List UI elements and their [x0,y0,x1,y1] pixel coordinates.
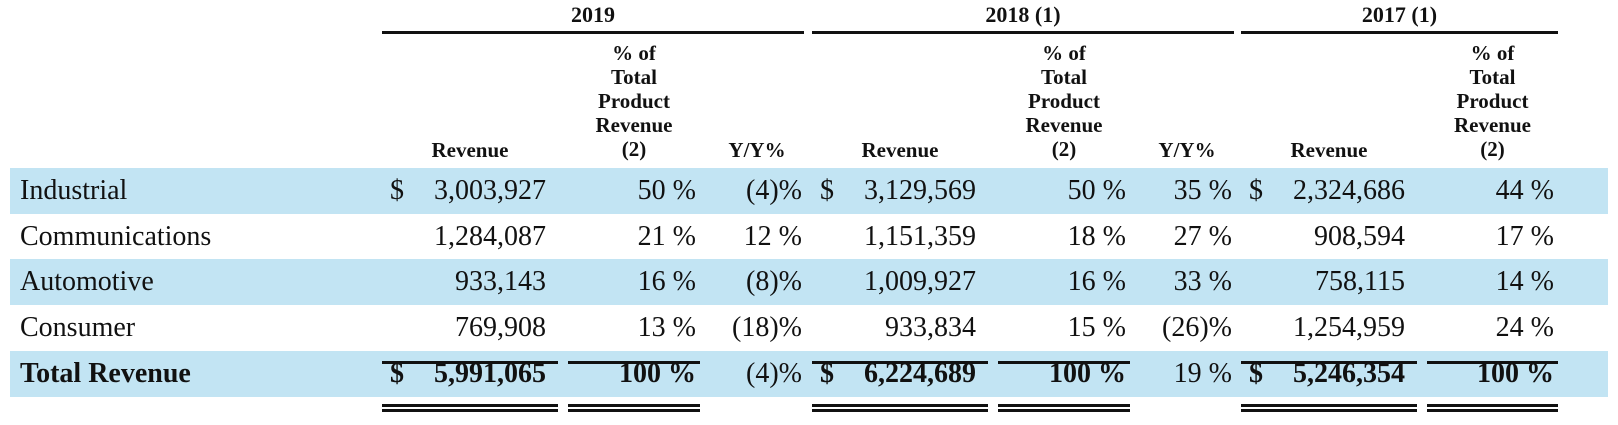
revenue-value-2018: 1,151,359 [864,221,976,252]
pct-value-2017: 44 % [1495,175,1554,206]
yy-value-2018: 19 % [1173,358,1232,389]
row-label: Industrial [20,175,128,206]
pct-header-line-2018: % of [1042,41,1086,65]
total-topline-revenue-2019 [382,361,558,364]
pct-value-2018: 18 % [1067,221,1126,252]
total-doubleline-revenue-2018 [812,404,988,412]
total-topline-revenue-2018 [812,361,988,364]
pct-header-line-2019: Total [611,65,657,89]
revenue-header-2017: Revenue [1290,138,1368,162]
revenue-value-2018: 933,834 [885,312,976,343]
total-doubleline-revenue-2019 [382,404,558,412]
pct-value-2019: 21 % [637,221,696,252]
pct-header-line-2019: % of [612,41,656,65]
pct-value-2018: 100 % [1049,358,1126,389]
revenue-value-2017: 908,594 [1314,221,1405,252]
revenue-value-2018: 1,009,927 [864,266,976,297]
pct-value-2019: 100 % [619,358,696,389]
pct-header-line-2017: % of [1470,41,1515,65]
year-underline-2019 [382,31,804,34]
table-row: Communications 1,284,087 21 % 12 % 1,151,359… [10,214,1608,260]
yy-value-2019: (4)% [746,358,802,389]
dollar-sign-2018: $ [820,358,834,389]
yy-header-2018: Y/Y% [1158,138,1216,162]
yy-value-2018: (26)% [1162,312,1232,343]
pct-header-line-2017: Product [1456,89,1529,113]
revenue-header-2019: Revenue [431,138,509,162]
revenue-header-2018: Revenue [861,138,939,162]
revenue-value-2018: 3,129,569 [864,175,976,206]
dollar-sign-2017: $ [1249,175,1263,206]
pct-header-line-2017: (2) [1480,137,1505,161]
dollar-sign-2018: $ [820,175,834,206]
row-label: Consumer [20,312,136,343]
pct-value-2018: 16 % [1067,266,1126,297]
row-label: Total Revenue [20,358,191,389]
total-doubleline-pct-2018 [998,404,1130,412]
table-row: Total Revenue $5,991,065 100 % (4)% $6,224,6… [10,351,1608,397]
table-row: Consumer 769,908 13 % (18)% 933,834 15 % (26)%… [10,305,1608,351]
pct-header-line-2018: Revenue [1025,113,1103,137]
pct-value-2019: 16 % [637,266,696,297]
total-doubleline-pct-2019 [568,404,700,412]
yy-value-2019: (4)% [746,175,802,206]
revenue-value-2017: 2,324,686 [1293,175,1405,206]
row-label: Communications [20,221,212,252]
yy-value-2019: 12 % [743,221,802,252]
revenue-value-2017: 758,115 [1315,266,1405,297]
pct-header-line-2018: Total [1041,65,1087,89]
year-underline-2017 [1241,31,1558,34]
total-topline-pct-2019 [568,361,700,364]
dollar-sign-2017: $ [1249,358,1263,389]
total-topline-pct-2018 [998,361,1130,364]
pct-header-line-2019: Product [598,89,670,113]
revenue-value-2019: 933,143 [455,266,546,297]
table-row: Industrial $3,003,927 50 % (4)% $3,129,569 50… [10,168,1608,214]
pct-value-2017: 24 % [1495,312,1554,343]
total-doubleline-pct-2017 [1427,404,1558,412]
pct-header-line-2019: Revenue [595,113,673,137]
yy-header-2019: Y/Y% [728,138,786,162]
revenue-value-2019: 3,003,927 [434,175,546,206]
pct-value-2019: 50 % [637,175,696,206]
pct-header-line-2017: Revenue [1454,113,1531,137]
pct-header-line-2019: (2) [621,137,647,161]
row-label: Automotive [20,266,154,297]
year-header-2019: 2019 [571,2,615,27]
year-underline-2018 [812,31,1234,34]
revenue-value-2017: 1,254,959 [1293,312,1405,343]
total-doubleline-revenue-2017 [1241,404,1417,412]
dollar-sign-2019: $ [390,358,404,389]
pct-header-line-2018: Product [1028,89,1100,113]
year-header-2017: 2017 (1) [1361,2,1438,27]
pct-value-2017: 100 % [1477,358,1554,389]
pct-value-2018: 15 % [1067,312,1126,343]
dollar-sign-2019: $ [390,175,404,206]
pct-value-2019: 13 % [637,312,696,343]
total-topline-revenue-2017 [1241,361,1417,364]
yy-value-2018: 35 % [1173,175,1232,206]
revenue-value-2017: 5,246,354 [1293,358,1405,389]
yy-value-2018: 33 % [1173,266,1232,297]
table-row: Automotive 933,143 16 % (8)% 1,009,927 16 % 33… [10,259,1608,305]
revenue-value-2018: 6,224,689 [864,358,976,389]
revenue-value-2019: 5,991,065 [434,358,546,389]
revenue-value-2019: 1,284,087 [434,221,546,252]
yy-value-2018: 27 % [1173,221,1232,252]
yy-value-2019: (18)% [732,312,802,343]
total-topline-pct-2017 [1427,361,1558,364]
pct-value-2018: 50 % [1067,175,1126,206]
pct-header-line-2018: (2) [1051,137,1077,161]
revenue-value-2019: 769,908 [455,312,546,343]
pct-header-line-2017: Total [1469,65,1516,89]
yy-value-2019: (8)% [746,266,802,297]
pct-value-2017: 17 % [1495,221,1554,252]
pct-value-2017: 14 % [1495,266,1554,297]
year-header-2018: 2018 (1) [985,2,1061,27]
